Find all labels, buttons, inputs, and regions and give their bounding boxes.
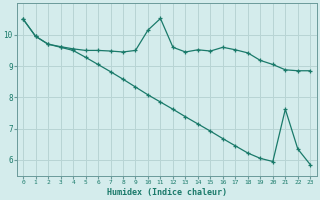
X-axis label: Humidex (Indice chaleur): Humidex (Indice chaleur) — [107, 188, 227, 197]
